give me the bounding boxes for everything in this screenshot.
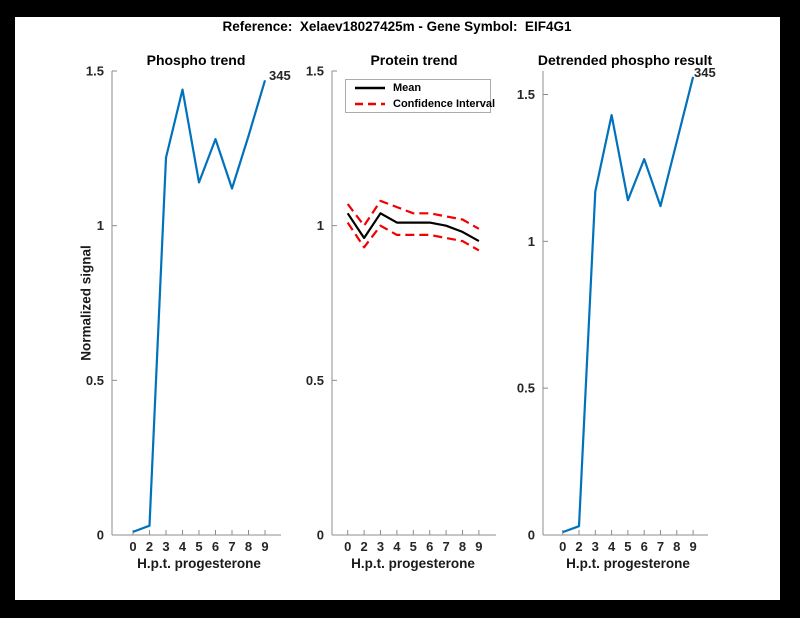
- x-tick-label: 2: [146, 539, 153, 554]
- subplot-phospho-trend: 00.511.50 2 3 4 5 6 7 8 9: [86, 64, 281, 554]
- figure-title: Reference: Xelaev18027425m - Gene Symbol…: [222, 19, 572, 34]
- x-tick-label: 8: [459, 539, 466, 554]
- subplot-title-detrended: Detrended phospho result: [537, 52, 713, 68]
- x-tick-label: 4: [393, 539, 401, 554]
- y-tick-label: 0: [97, 528, 104, 543]
- x-tick-label: 7: [228, 539, 235, 554]
- series-line-confidence-interval-lower: [346, 221, 480, 252]
- y-tick-label: 1.5: [86, 64, 104, 79]
- x-tick-label: 0: [559, 539, 566, 554]
- x-tick-label: 9: [475, 539, 482, 554]
- y-tick-label: 1.5: [517, 87, 535, 102]
- x-tick-label: 9: [261, 539, 268, 554]
- x-tick-label: 8: [245, 539, 252, 554]
- x-tick-label: 9: [689, 539, 696, 554]
- subplot-protein-trend: 00.511.50 2 3 4 5 6 7 8 9: [306, 64, 496, 554]
- x-axis-label-detrended: H.p.t. progesterone: [566, 556, 690, 571]
- legend-label-confidence-interval: Confidence Interval: [393, 97, 496, 110]
- legend: Mean Confidence Interval: [345, 79, 495, 113]
- y-tick-label: 1: [528, 234, 535, 249]
- mean-line-icon: [355, 87, 385, 90]
- x-tick-label: 3: [377, 539, 384, 554]
- x-axis-label-phospho: H.p.t. progesterone: [137, 556, 261, 571]
- subplot-title-protein: Protein trend: [370, 52, 458, 68]
- legend-label-mean: Mean: [393, 82, 422, 95]
- x-axis-label-protein: H.p.t. progesterone: [351, 556, 475, 571]
- confidence-interval-line-icon: [355, 102, 385, 105]
- y-tick-label: 0: [528, 528, 535, 543]
- x-tick-label: 4: [179, 539, 187, 554]
- x-tick-label: 3: [162, 539, 169, 554]
- subplot-title-phospho: Phospho trend: [146, 52, 246, 68]
- y-tick-label: 0: [317, 528, 324, 543]
- y-tick-label: 0.5: [517, 381, 535, 396]
- x-tick-label: 7: [442, 539, 449, 554]
- x-tick-label: 6: [641, 539, 648, 554]
- series-line-confidence-interval-upper: [346, 199, 480, 230]
- x-tick-label: 0: [344, 539, 351, 554]
- series-line-detrended-phospho-signal: [562, 76, 695, 534]
- legend-item-mean: Mean: [354, 81, 490, 95]
- legend-item-confidence-interval: Confidence Interval: [354, 97, 495, 111]
- end-label-phospho: 345: [269, 68, 291, 83]
- x-tick-label: 4: [608, 539, 616, 554]
- x-tick-label: 5: [624, 539, 631, 554]
- y-tick-label: 1: [317, 218, 324, 233]
- x-tick-label: 0: [129, 539, 136, 554]
- x-tick-label: 3: [592, 539, 599, 554]
- y-tick-label: 0.5: [86, 373, 104, 388]
- series-line-phospho-signal: [132, 79, 267, 533]
- y-tick-label: 1: [97, 218, 104, 233]
- figure-canvas: [15, 17, 780, 600]
- x-tick-label: 6: [212, 539, 219, 554]
- y-tick-label: 0.5: [306, 373, 324, 388]
- series-line-mean: [346, 212, 480, 243]
- x-tick-label: 7: [657, 539, 664, 554]
- x-tick-label: 5: [410, 539, 417, 554]
- y-tick-label: 1.5: [306, 64, 324, 79]
- x-tick-label: 2: [575, 539, 582, 554]
- subplot-detrended-phospho-result: 00.511.50 2 3 4 5 6 7 8 9: [517, 71, 708, 554]
- end-label-detrended: 345: [694, 65, 716, 80]
- x-tick-label: 6: [426, 539, 433, 554]
- y-axis-label: Normalized signal: [78, 245, 94, 361]
- x-tick-label: 5: [195, 539, 202, 554]
- x-tick-label: 8: [673, 539, 680, 554]
- x-tick-label: 2: [360, 539, 367, 554]
